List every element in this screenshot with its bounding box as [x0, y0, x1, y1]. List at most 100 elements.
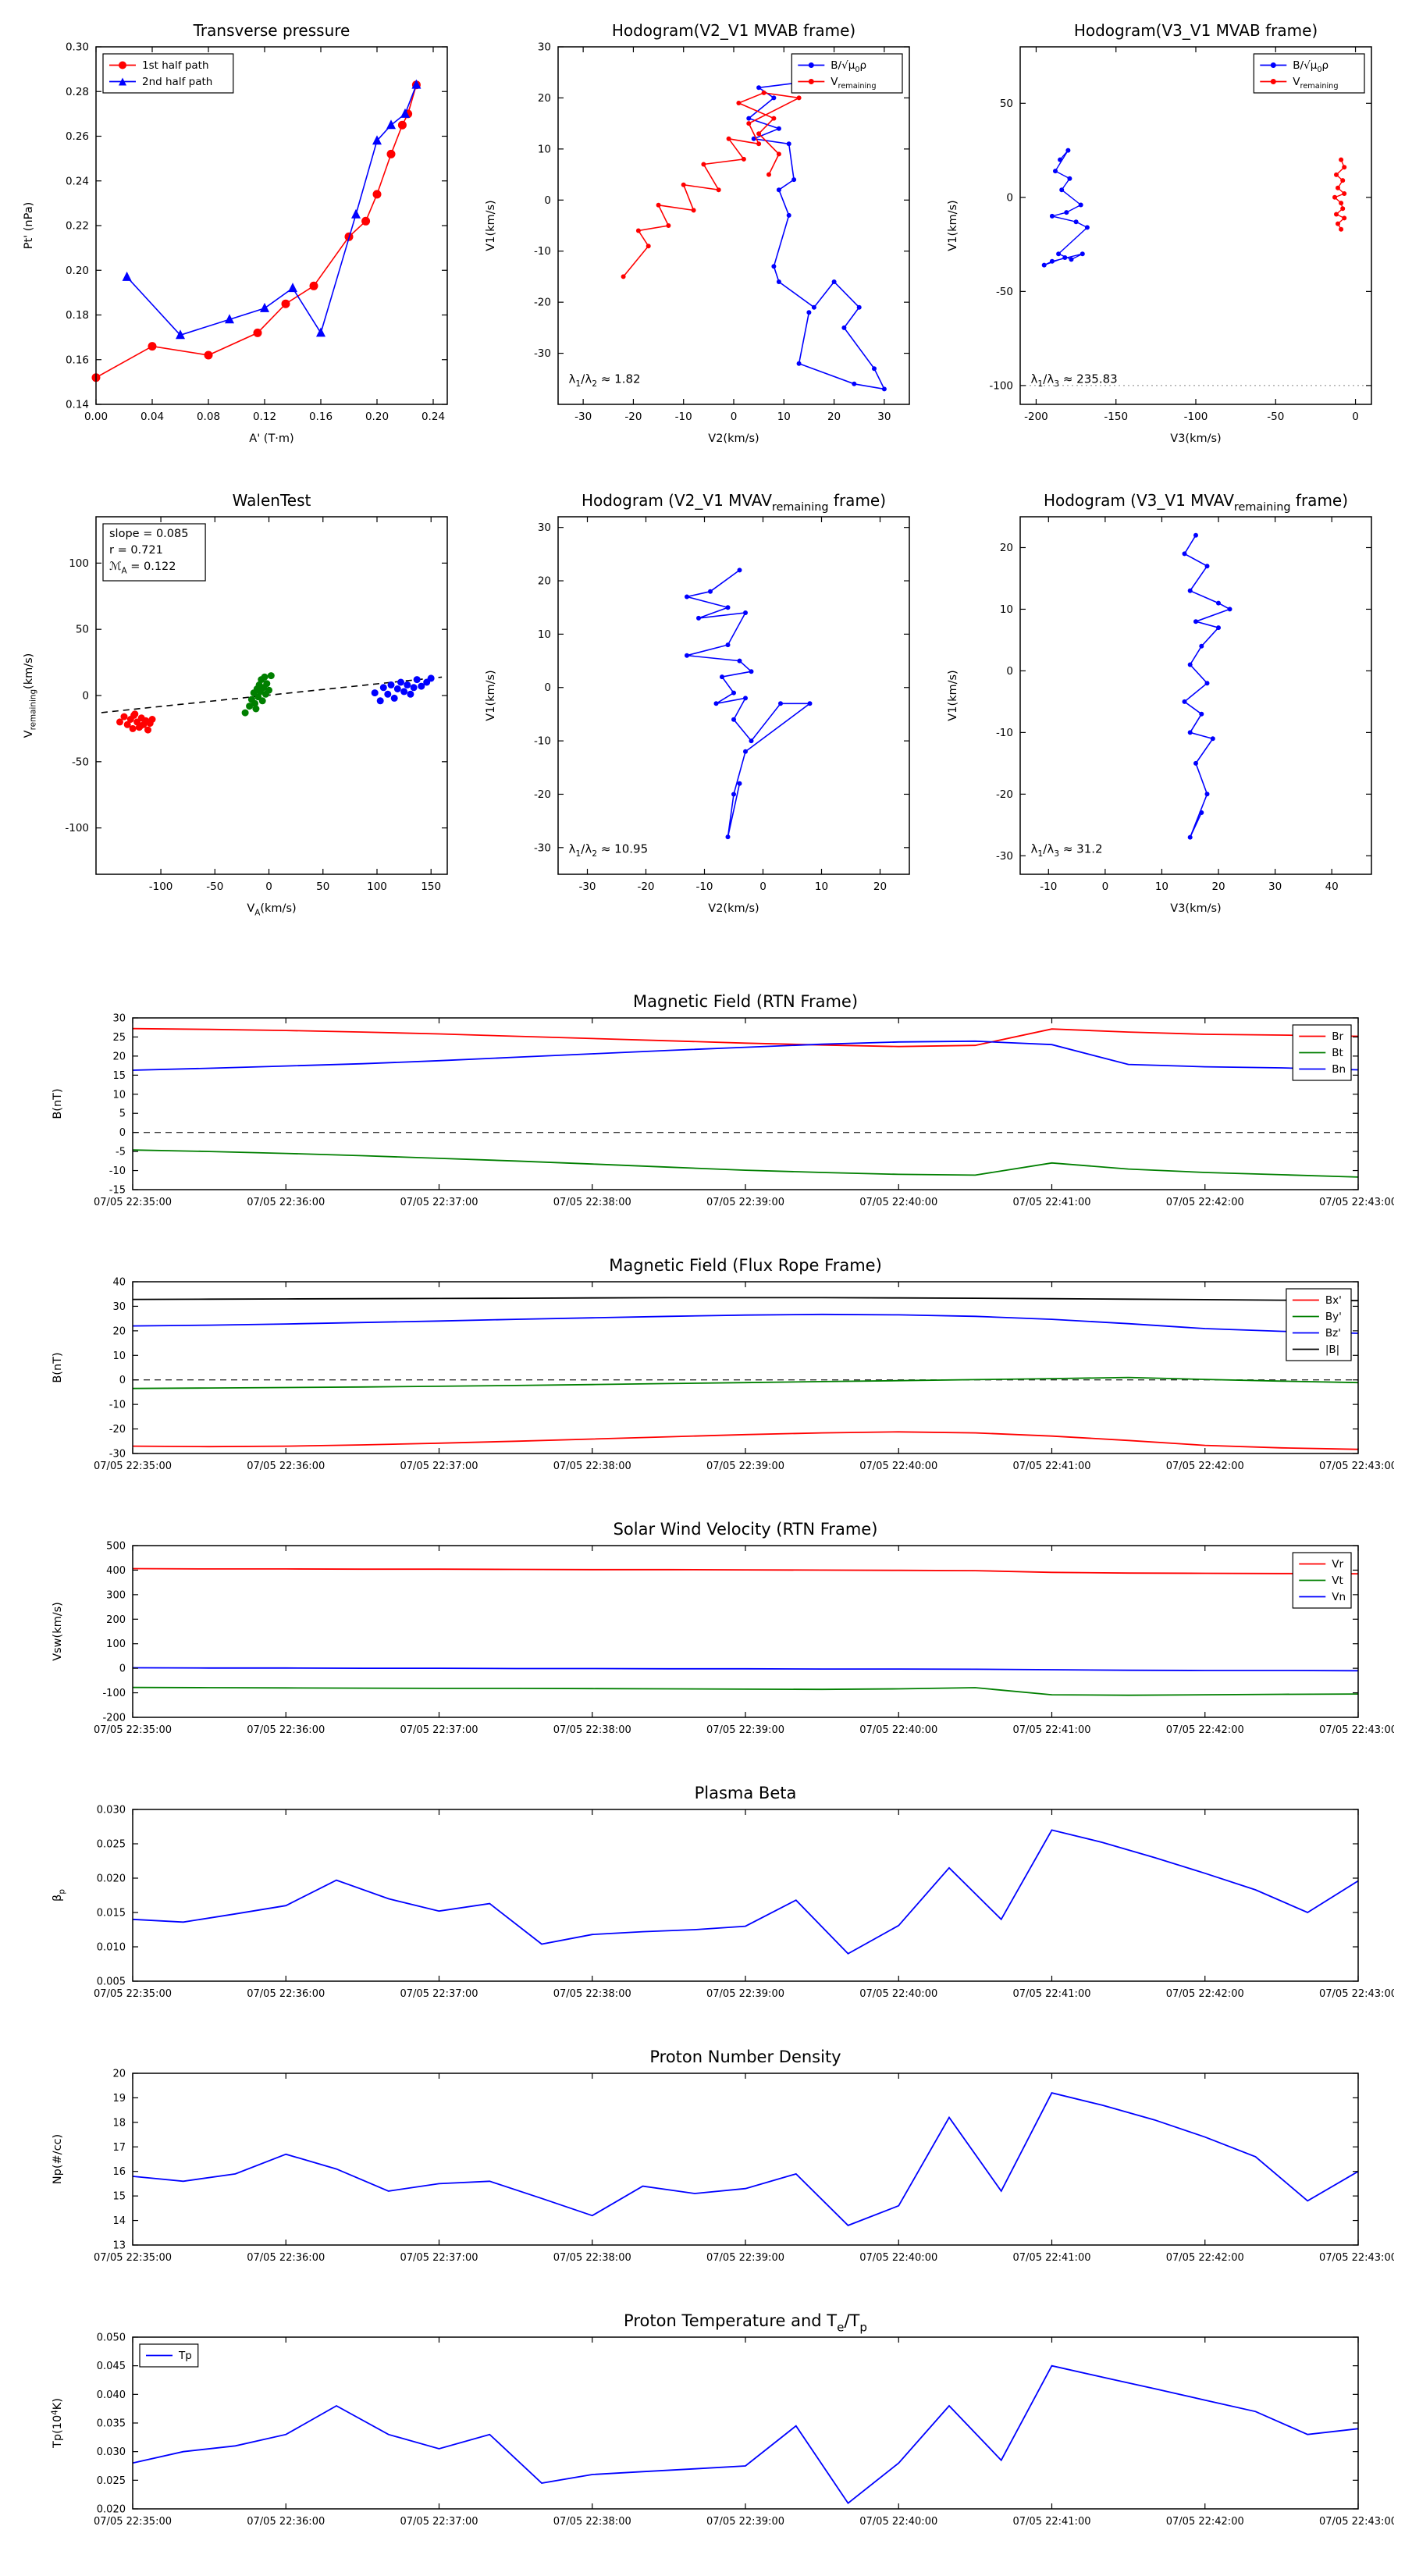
svg-text:0: 0	[731, 411, 738, 423]
svg-text:slope = 0.085: slope = 0.085	[109, 528, 188, 540]
svg-text:A' (T·m): A' (T·m)	[249, 432, 293, 445]
svg-text:16: 16	[112, 2166, 126, 2178]
svg-text:-10: -10	[534, 735, 551, 748]
svg-text:07/05 22:35:00: 07/05 22:35:00	[94, 2516, 172, 2528]
chart-canvas-proton-density: 07/05 22:35:00 07/05 22:36:00 07/05 22:37:…	[52, 2048, 1394, 2264]
svg-text:0.015: 0.015	[97, 1908, 126, 1920]
svg-text:V1(km/s): V1(km/s)	[947, 670, 959, 720]
svg-text:-100: -100	[989, 379, 1013, 392]
svg-text:10: 10	[1000, 603, 1013, 616]
svg-text:07/05 22:43:00: 07/05 22:43:00	[1319, 1988, 1394, 2000]
svg-text:07/05 22:43:00: 07/05 22:43:00	[1319, 2516, 1394, 2528]
svg-text:07/05 22:41:00: 07/05 22:41:00	[1013, 1724, 1091, 1736]
svg-text:07/05 22:36:00: 07/05 22:36:00	[247, 2516, 325, 2528]
svg-text:07/05 22:39:00: 07/05 22:39:00	[706, 1988, 784, 2000]
svg-text:07/05 22:40:00: 07/05 22:40:00	[859, 2252, 937, 2264]
svg-text:0.08: 0.08	[197, 411, 220, 423]
svg-text:07/05 22:38:00: 07/05 22:38:00	[553, 1988, 631, 2000]
chart-canvas-hodogram-v2v1-mvab: -30 -20 -10 0 10 20 30 -30 -20 -10 0 10 20 30 Hodogram…	[485, 21, 910, 445]
svg-text:λ1/λ3 ≈ 235.83: λ1/λ3 ≈ 235.83	[1031, 372, 1118, 390]
svg-text:07/05 22:39:00: 07/05 22:39:00	[706, 1461, 784, 1472]
svg-text:0.22: 0.22	[66, 220, 89, 233]
svg-text:V1(km/s): V1(km/s)	[485, 200, 497, 251]
svg-text:07/05 22:38:00: 07/05 22:38:00	[553, 2252, 631, 2264]
chart-canvas-hodogram-v2v1-mvav: -30 -20 -10 0 10 20 -30 -20 -10 0 10 20 30 Hodogram (…	[485, 491, 910, 915]
svg-text:10: 10	[538, 628, 551, 641]
svg-text:20: 20	[112, 1325, 126, 1337]
svg-text:-20: -20	[637, 881, 654, 893]
svg-text:07/05 22:36:00: 07/05 22:36:00	[247, 1197, 325, 1208]
svg-text:-10: -10	[695, 881, 713, 893]
svg-text:-10: -10	[996, 727, 1013, 739]
svg-text:-100: -100	[102, 1688, 126, 1699]
svg-text:λ1/λ3 ≈ 31.2: λ1/λ3 ≈ 31.2	[1031, 842, 1103, 859]
chart-vsw-rtn: 07/05 22:35:00 07/05 22:36:00 07/05 22:37:…	[41, 1510, 1394, 1767]
svg-text:13: 13	[112, 2240, 126, 2252]
svg-text:20: 20	[538, 92, 551, 105]
svg-text:10: 10	[112, 1350, 126, 1362]
svg-text:0.30: 0.30	[66, 41, 89, 54]
svg-text:0.24: 0.24	[66, 175, 89, 187]
svg-text:07/05 22:36:00: 07/05 22:36:00	[247, 2252, 325, 2264]
chart-mag-fluxrope: 07/05 22:35:00 07/05 22:36:00 07/05 22:37:…	[41, 1246, 1394, 1503]
svg-text:20: 20	[538, 575, 551, 588]
chart-canvas-hodogram-v3v1-mvav: -10 0 10 20 30 40 -30 -20 -10 0 10 20 Hodogram (V3_V…	[947, 491, 1372, 915]
svg-text:B(nT): B(nT)	[52, 1088, 64, 1119]
svg-text:5: 5	[119, 1108, 126, 1120]
svg-text:07/05 22:41:00: 07/05 22:41:00	[1013, 1461, 1091, 1472]
svg-text:07/05 22:42:00: 07/05 22:42:00	[1166, 1988, 1244, 2000]
svg-text:10: 10	[815, 881, 828, 893]
svg-text:07/05 22:39:00: 07/05 22:39:00	[706, 2516, 784, 2528]
svg-text:07/05 22:38:00: 07/05 22:38:00	[553, 2516, 631, 2528]
svg-text:0: 0	[265, 881, 272, 893]
svg-text:07/05 22:38:00: 07/05 22:38:00	[553, 1461, 631, 1472]
chart-canvas-walen-test: -100 -50 0 50 100 150 -100 -50 0 50 100 WalenTest VA…	[23, 491, 448, 917]
svg-text:Vn: Vn	[1332, 1591, 1346, 1603]
svg-text:50: 50	[1000, 98, 1013, 110]
svg-text:-15: -15	[109, 1185, 126, 1197]
svg-text:07/05 22:37:00: 07/05 22:37:00	[400, 1197, 478, 1208]
svg-text:Bz': Bz'	[1325, 1327, 1341, 1340]
svg-text:VA(km/s): VA(km/s)	[247, 902, 296, 917]
svg-text:-200: -200	[102, 1713, 126, 1724]
svg-text:-50: -50	[206, 881, 223, 893]
svg-text:B(nT): B(nT)	[52, 1352, 64, 1382]
svg-text:07/05 22:41:00: 07/05 22:41:00	[1013, 1197, 1091, 1208]
svg-text:-30: -30	[534, 841, 551, 854]
svg-text:20: 20	[112, 2069, 126, 2080]
svg-text:30: 30	[877, 411, 891, 423]
svg-text:19: 19	[112, 2093, 126, 2105]
svg-text:1st half path: 1st half path	[142, 59, 209, 72]
svg-text:30: 30	[1268, 881, 1282, 893]
svg-text:10: 10	[112, 1089, 126, 1101]
chart-hodogram-v3v1-mvav: -10 0 10 20 30 40 -30 -20 -10 0 10 20 Hodogram (V3_V…	[936, 478, 1391, 937]
svg-text:0.28: 0.28	[66, 86, 89, 98]
svg-text:-100: -100	[65, 822, 89, 834]
svg-text:V3(km/s): V3(km/s)	[1170, 432, 1221, 445]
svg-text:V3(km/s): V3(km/s)	[1170, 902, 1221, 915]
svg-text:-50: -50	[72, 756, 89, 768]
chart-transverse-pressure: 0.00 0.04 0.08 0.12 0.16 0.20 0.24 0.14 0.16 0.18…	[12, 8, 467, 467]
svg-text:07/05 22:39:00: 07/05 22:39:00	[706, 1197, 784, 1208]
svg-text:0.26: 0.26	[66, 130, 89, 143]
svg-text:0.14: 0.14	[66, 399, 89, 411]
svg-text:07/05 22:36:00: 07/05 22:36:00	[247, 1988, 325, 2000]
svg-text:0.035: 0.035	[97, 2418, 126, 2430]
svg-text:0.005: 0.005	[97, 1976, 126, 1988]
svg-text:07/05 22:37:00: 07/05 22:37:00	[400, 2516, 478, 2528]
svg-text:07/05 22:37:00: 07/05 22:37:00	[400, 1724, 478, 1736]
svg-text:-50: -50	[1267, 411, 1284, 423]
svg-text:0.030: 0.030	[97, 1805, 126, 1816]
svg-text:30: 30	[538, 41, 551, 54]
svg-text:B/√μ0ρ: B/√μ0ρ	[831, 59, 866, 74]
svg-text:25: 25	[112, 1032, 126, 1044]
svg-text:Np(#/cc): Np(#/cc)	[52, 2134, 64, 2184]
svg-text:βp: βp	[52, 1889, 66, 1902]
svg-text:30: 30	[538, 521, 551, 534]
svg-text:V2(km/s): V2(km/s)	[708, 902, 759, 915]
svg-text:Proton Number Density: Proton Number Density	[649, 2048, 841, 2066]
svg-text:07/05 22:40:00: 07/05 22:40:00	[859, 1461, 937, 1472]
svg-text:0.025: 0.025	[97, 1839, 126, 1851]
svg-text:-50: -50	[996, 286, 1013, 298]
